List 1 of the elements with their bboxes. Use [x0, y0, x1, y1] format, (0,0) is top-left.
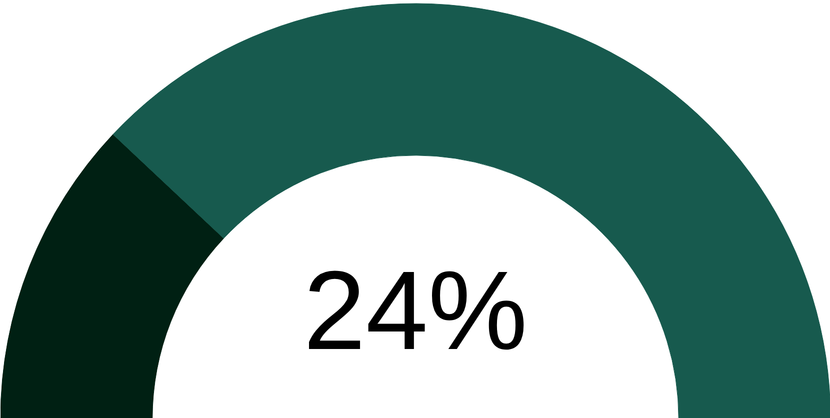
text: 24%: [303, 248, 528, 374]
